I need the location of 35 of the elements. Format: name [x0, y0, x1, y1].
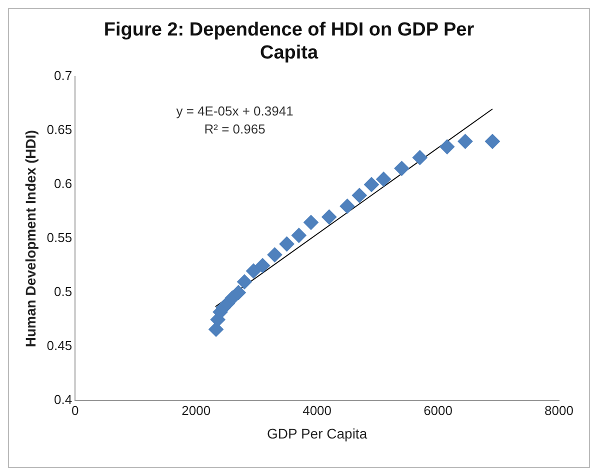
y-tick-label: 0.6	[54, 176, 72, 192]
point	[376, 172, 392, 187]
y-tick-label: 0.5	[54, 284, 72, 300]
point	[364, 177, 379, 192]
y-axis-title: Human Development Index (HDI)	[22, 130, 38, 348]
y-tick-label: 0.65	[46, 122, 72, 138]
point	[279, 236, 294, 252]
y-tick-label: 0.4	[54, 392, 72, 408]
point	[236, 274, 252, 290]
y-tick-label: 0.7	[54, 68, 72, 84]
point	[255, 258, 270, 274]
x-tick-label: 0	[71, 402, 79, 418]
x-tick-label: 2000	[182, 402, 211, 418]
x-tick-label: 8000	[544, 402, 574, 418]
point	[291, 228, 306, 243]
point	[458, 134, 473, 149]
point	[304, 214, 318, 230]
point	[267, 247, 282, 262]
point	[484, 134, 500, 149]
annotation: R² = 0.965	[204, 121, 266, 136]
point	[340, 198, 355, 214]
annotation: y = 4E-05x + 0.3941	[176, 103, 294, 118]
y-tick-label: 0.55	[46, 230, 72, 246]
x-tick-label: 6000	[424, 402, 452, 418]
point	[322, 210, 337, 224]
x-axis-title: GDP Per Capita	[266, 425, 368, 442]
y-tick-label: 0.45	[46, 338, 72, 354]
point	[246, 264, 262, 278]
point	[352, 188, 367, 203]
point	[394, 160, 410, 176]
chart-title: Figure 2: Dependence of HDI on GDP Per Capita	[104, 20, 475, 64]
point	[230, 285, 246, 300]
point	[440, 139, 455, 154]
point	[412, 150, 428, 166]
x-tick-label: 4000	[302, 402, 332, 418]
